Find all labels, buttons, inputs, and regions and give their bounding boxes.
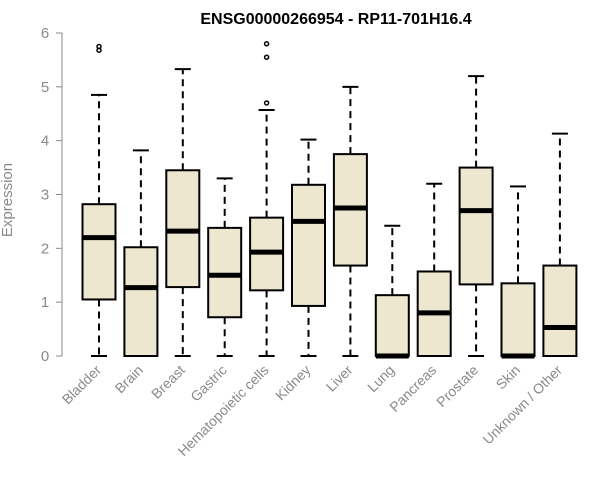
x-tick-label: Liver bbox=[323, 362, 356, 395]
box-body bbox=[291, 183, 326, 307]
box-body bbox=[81, 203, 117, 301]
box-body bbox=[458, 166, 494, 286]
x-tick-label: Prostate bbox=[433, 362, 481, 410]
x-tick-label: Bladder bbox=[59, 362, 105, 408]
outlier-point bbox=[263, 100, 270, 106]
x-tick-label: Breast bbox=[148, 362, 188, 402]
box-body bbox=[123, 246, 159, 357]
y-tick-label: 2 bbox=[41, 240, 49, 257]
outlier-point bbox=[263, 41, 270, 47]
y-axis-label: Expression bbox=[0, 163, 16, 237]
outlier-point bbox=[96, 43, 102, 50]
x-tick-label: Brain bbox=[112, 362, 146, 396]
box-body bbox=[207, 226, 243, 319]
x-tick-label: Skin bbox=[493, 362, 524, 393]
x-tick-label: Kidney bbox=[272, 362, 314, 404]
y-tick-label: 3 bbox=[41, 187, 49, 204]
x-tick-label: Lung bbox=[364, 362, 397, 395]
x-tick-label: Unknown / Other bbox=[479, 362, 565, 448]
box-body bbox=[374, 294, 410, 357]
chart-title: ENSG00000266954 - RP11-701H16.4 bbox=[200, 11, 471, 28]
y-tick-label: 4 bbox=[41, 133, 49, 150]
x-tick-label: Pancreas bbox=[386, 362, 439, 415]
y-tick-label: 1 bbox=[41, 294, 49, 311]
y-tick-label: 0 bbox=[41, 348, 49, 365]
outlier-point bbox=[263, 54, 270, 60]
y-tick-label: 6 bbox=[41, 25, 49, 42]
box-body bbox=[500, 282, 536, 358]
box-body bbox=[542, 264, 578, 357]
y-tick-label: 5 bbox=[41, 79, 49, 96]
